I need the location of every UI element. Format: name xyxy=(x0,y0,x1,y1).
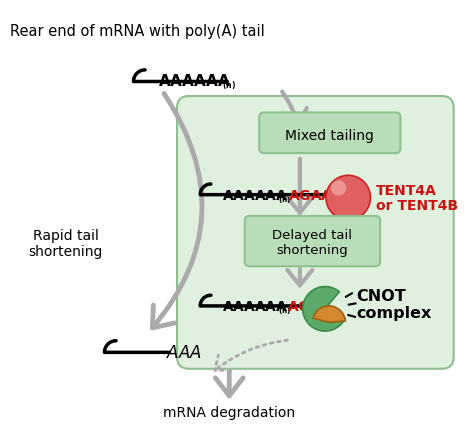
Text: $\mathbf{AAAAAA}$: $\mathbf{AAAAAA}$ xyxy=(221,299,288,313)
Text: Rapid tail
shortening: Rapid tail shortening xyxy=(28,228,103,258)
Text: $\mathbf{_{(n)}}$: $\mathbf{_{(n)}}$ xyxy=(278,195,291,205)
Text: $\mathbf{AGAA}$: $\mathbf{AGAA}$ xyxy=(288,188,334,202)
Text: $\mathbf{_{(n)}}$: $\mathbf{_{(n)}}$ xyxy=(222,79,237,92)
Text: Rear end of mRNA with poly(A) tail: Rear end of mRNA with poly(A) tail xyxy=(9,25,264,40)
Text: mRNA degradation: mRNA degradation xyxy=(163,405,295,419)
FancyBboxPatch shape xyxy=(245,216,380,267)
Text: Delayed tail
shortening: Delayed tail shortening xyxy=(273,228,353,256)
FancyBboxPatch shape xyxy=(259,113,401,154)
FancyArrowPatch shape xyxy=(215,372,243,396)
Text: Mixed tailing: Mixed tailing xyxy=(285,129,374,142)
Text: $\mathbf{AG}$: $\mathbf{AG}$ xyxy=(287,299,310,313)
Text: $\mathbf{_{(n)}}$: $\mathbf{_{(n)}}$ xyxy=(278,306,291,316)
FancyBboxPatch shape xyxy=(177,97,454,369)
Text: CNOT
complex: CNOT complex xyxy=(356,288,431,320)
Wedge shape xyxy=(313,306,345,322)
FancyArrowPatch shape xyxy=(282,92,307,126)
Text: or TENT4B: or TENT4B xyxy=(376,199,458,213)
FancyArrowPatch shape xyxy=(215,340,287,371)
Text: $\mathit{AAA}$: $\mathit{AAA}$ xyxy=(166,344,202,362)
Text: $\mathbf{AAAAAA}$: $\mathbf{AAAAAA}$ xyxy=(158,72,230,88)
Text: TENT4A: TENT4A xyxy=(376,184,437,197)
Wedge shape xyxy=(303,287,345,331)
Circle shape xyxy=(331,181,346,196)
Text: $\mathbf{AAAAAA}$: $\mathbf{AAAAAA}$ xyxy=(221,188,288,202)
FancyArrowPatch shape xyxy=(287,160,312,213)
FancyArrowPatch shape xyxy=(152,94,202,328)
FancyArrowPatch shape xyxy=(287,270,312,286)
Circle shape xyxy=(326,176,371,220)
